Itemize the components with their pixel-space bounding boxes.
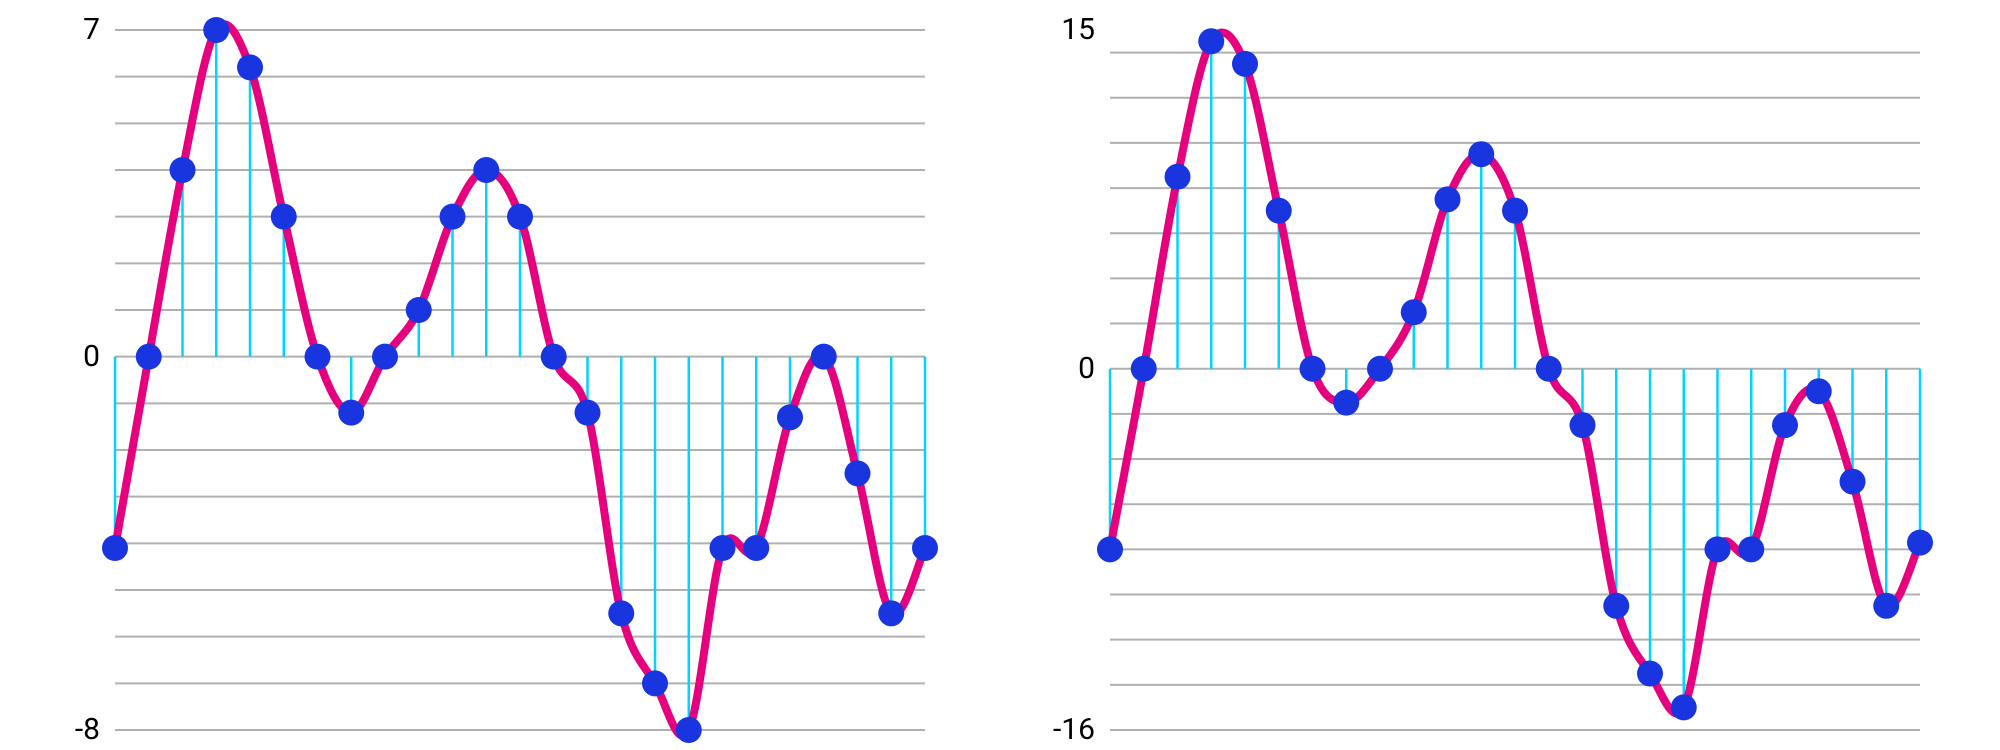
chart-svg — [115, 30, 925, 730]
y-axis-label: 15 — [1061, 12, 1095, 47]
y-axis-label: -16 — [1053, 712, 1095, 747]
markers — [102, 17, 938, 743]
y-axis-label: 0 — [83, 339, 100, 374]
chart-canvas: 70-8150-16 — [0, 0, 2000, 750]
grid-lines — [1110, 53, 1920, 730]
chart-panel-left: 70-8 — [115, 30, 925, 730]
chart-svg — [1110, 30, 1920, 730]
chart-panel-right: 150-16 — [1110, 30, 1920, 730]
y-axis-label: 0 — [1078, 351, 1095, 386]
curve — [1110, 32, 1920, 713]
curve — [115, 24, 925, 736]
markers — [1097, 28, 1933, 720]
stems — [1110, 41, 1920, 707]
y-axis-label: 7 — [83, 12, 100, 47]
y-axis-label: -8 — [75, 712, 100, 747]
